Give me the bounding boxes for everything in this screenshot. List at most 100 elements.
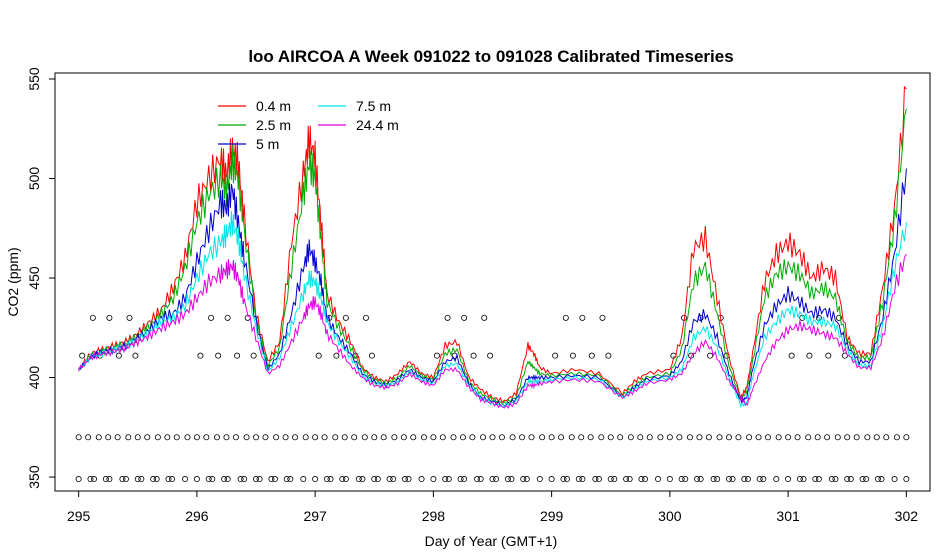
- marker-point: [697, 476, 704, 483]
- marker-point: [224, 314, 231, 321]
- marker-point: [450, 434, 457, 441]
- marker-point: [234, 352, 241, 359]
- marker-point: [883, 434, 890, 441]
- marker-point: [268, 476, 275, 483]
- x-tick-label: 300: [658, 508, 682, 524]
- marker-point: [273, 434, 280, 441]
- x-tick-label: 296: [185, 508, 209, 524]
- marker-point: [391, 434, 398, 441]
- x-tick-label: 298: [422, 508, 446, 524]
- marker-point: [707, 352, 714, 359]
- marker-point: [321, 434, 328, 441]
- marker-point: [224, 476, 231, 483]
- legend-label: 24.4 m: [356, 117, 399, 133]
- marker-point: [469, 434, 476, 441]
- x-axis: 295 296 297 298 299 300 301 302: [67, 491, 918, 524]
- marker-point: [232, 434, 239, 441]
- marker-point: [655, 476, 662, 483]
- marker-point: [442, 476, 449, 483]
- y-tick-label: 450: [26, 266, 42, 290]
- marker-point: [477, 476, 484, 483]
- marker-point: [386, 476, 393, 483]
- marker-point: [598, 434, 605, 441]
- marker-point: [368, 352, 375, 359]
- marker-point: [283, 476, 290, 483]
- marker-point: [788, 352, 795, 359]
- marker-point: [714, 476, 721, 483]
- marker-point: [563, 476, 570, 483]
- marker-point: [430, 476, 437, 483]
- marker-point: [119, 476, 126, 483]
- marker-rows: [75, 314, 910, 483]
- marker-point: [891, 476, 898, 483]
- marker-point: [878, 476, 885, 483]
- marker-point: [678, 476, 685, 483]
- marker-point: [91, 476, 98, 483]
- marker-point: [863, 476, 870, 483]
- marker-point: [744, 476, 751, 483]
- marker-point: [509, 434, 516, 441]
- x-axis-label: Day of Year (GMT+1): [425, 533, 558, 549]
- marker-point: [588, 352, 595, 359]
- marker-point: [487, 352, 494, 359]
- marker-point: [746, 434, 753, 441]
- marker-point: [209, 476, 216, 483]
- marker-point: [243, 434, 250, 441]
- marker-point: [333, 352, 340, 359]
- marker-point: [361, 434, 368, 441]
- marker-point: [773, 476, 780, 483]
- marker-point: [203, 434, 210, 441]
- marker-point: [169, 476, 176, 483]
- marker-point: [418, 476, 425, 483]
- marker-point: [262, 434, 269, 441]
- marker-point: [125, 434, 132, 441]
- marker-point: [401, 476, 408, 483]
- marker-point: [480, 434, 487, 441]
- marker-point: [213, 434, 220, 441]
- marker-point: [765, 434, 772, 441]
- marker-point: [568, 434, 575, 441]
- marker-point: [595, 476, 602, 483]
- marker-point: [173, 434, 180, 441]
- marker-point: [164, 434, 171, 441]
- marker-point: [729, 476, 736, 483]
- marker-point: [351, 434, 358, 441]
- marker-point: [457, 476, 464, 483]
- marker-point: [153, 476, 160, 483]
- y-axis: 350 400 450 500 550: [26, 67, 55, 489]
- marker-point: [327, 476, 334, 483]
- marker-point: [676, 434, 683, 441]
- marker-point: [710, 476, 717, 483]
- marker-point: [184, 434, 191, 441]
- marker-point: [182, 476, 189, 483]
- marker-point: [832, 476, 839, 483]
- plot-frame: [54, 72, 931, 492]
- marker-point: [126, 314, 133, 321]
- marker-point: [410, 434, 417, 441]
- marker-point: [642, 476, 649, 483]
- marker-point: [682, 476, 689, 483]
- marker-point: [144, 434, 151, 441]
- marker-point: [828, 476, 835, 483]
- marker-point: [520, 476, 527, 483]
- marker-point: [844, 476, 851, 483]
- marker-point: [785, 434, 792, 441]
- marker-point: [79, 352, 86, 359]
- legend-label: 7.5 m: [356, 98, 391, 114]
- marker-point: [253, 476, 260, 483]
- series-line: [78, 253, 907, 409]
- marker-point: [605, 352, 612, 359]
- marker-point: [646, 434, 653, 441]
- marker-point: [445, 476, 452, 483]
- marker-point: [536, 476, 543, 483]
- marker-point: [637, 434, 644, 441]
- marker-point: [102, 476, 109, 483]
- marker-point: [115, 352, 122, 359]
- marker-point: [627, 434, 634, 441]
- legend-label: 0.4 m: [256, 98, 291, 114]
- marker-point: [814, 434, 821, 441]
- marker-point: [725, 476, 732, 483]
- marker-point: [599, 314, 606, 321]
- marker-point: [592, 476, 599, 483]
